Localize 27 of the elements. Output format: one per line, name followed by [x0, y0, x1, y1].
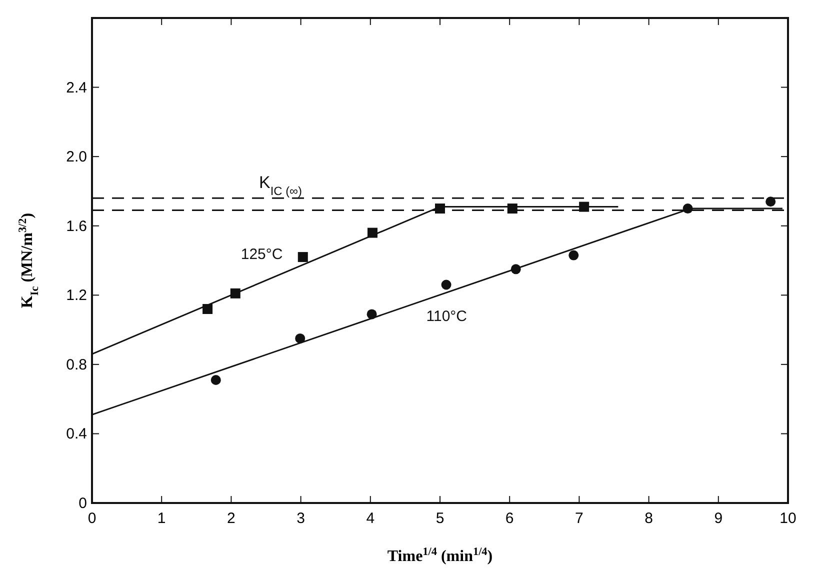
point [295, 333, 306, 344]
x-tick-label: 9 [714, 510, 723, 527]
point [210, 375, 221, 386]
x-tick-label: 1 [157, 510, 166, 527]
x-tick-label: 7 [575, 510, 584, 527]
x-tick-label: 6 [505, 510, 514, 527]
y-tick-label: 0.8 [66, 356, 87, 374]
y-tick-label: 1.2 [66, 287, 87, 304]
y-tick-label: 1.6 [66, 218, 87, 235]
point [766, 196, 776, 207]
y-tick-label: 0 [78, 495, 87, 512]
point [441, 280, 452, 290]
x-tick-label: 10 [780, 510, 796, 527]
ref-line-label: K$_{IC (∞)}$ [259, 173, 302, 198]
x-tick-label: 2 [227, 510, 236, 527]
point [298, 252, 308, 262]
point [568, 250, 579, 260]
x-tick-label: 4 [366, 510, 375, 527]
series-label: 125°C [240, 246, 283, 264]
series-label: 110°C [426, 308, 468, 325]
y-tick-label: 2.4 [66, 79, 87, 96]
x-tick-label: 8 [644, 510, 653, 527]
x-axis-title: Time$^{1/4}$ (min$^{1/4}$) [387, 546, 493, 565]
y-tick-label: 0.4 [66, 426, 87, 443]
x-tick-label: 3 [296, 510, 305, 527]
y-tick-label: 2.0 [66, 148, 87, 166]
x-tick-label: 5 [436, 510, 444, 527]
